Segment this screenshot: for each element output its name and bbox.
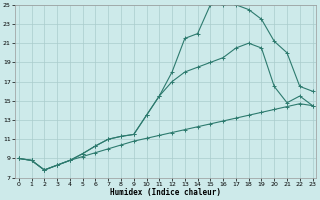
X-axis label: Humidex (Indice chaleur): Humidex (Indice chaleur) [110,188,221,197]
